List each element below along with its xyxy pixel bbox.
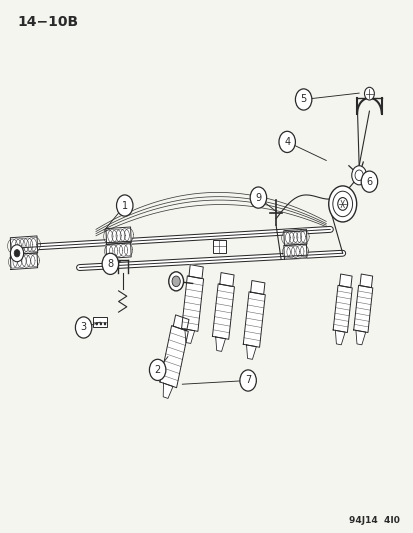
Circle shape (102, 253, 118, 274)
Text: 1: 1 (121, 200, 128, 211)
FancyBboxPatch shape (93, 317, 107, 327)
Circle shape (249, 187, 266, 208)
Polygon shape (215, 337, 225, 351)
Polygon shape (185, 329, 194, 343)
Text: 14−10B: 14−10B (18, 14, 79, 29)
Circle shape (95, 322, 98, 325)
Polygon shape (353, 285, 372, 333)
Polygon shape (106, 227, 131, 245)
Circle shape (337, 198, 347, 211)
Circle shape (104, 322, 106, 325)
Polygon shape (359, 274, 372, 288)
Polygon shape (283, 229, 306, 246)
Text: 5: 5 (300, 94, 306, 104)
Text: 7: 7 (244, 375, 251, 385)
Text: 9: 9 (255, 192, 261, 203)
Polygon shape (163, 383, 173, 399)
Circle shape (14, 249, 20, 257)
Polygon shape (243, 292, 265, 348)
Polygon shape (250, 280, 264, 294)
Polygon shape (283, 244, 306, 259)
Text: 2: 2 (154, 365, 160, 375)
Circle shape (360, 171, 377, 192)
Polygon shape (106, 243, 131, 259)
Circle shape (100, 322, 102, 325)
Polygon shape (10, 253, 38, 270)
Polygon shape (332, 285, 351, 333)
Polygon shape (246, 345, 256, 359)
Circle shape (295, 89, 311, 110)
Text: 4: 4 (283, 137, 290, 147)
Circle shape (351, 166, 366, 185)
Text: 6: 6 (366, 176, 372, 187)
Circle shape (239, 370, 256, 391)
Polygon shape (335, 330, 344, 345)
Polygon shape (10, 236, 38, 255)
Polygon shape (339, 274, 351, 288)
Polygon shape (159, 326, 188, 387)
Polygon shape (219, 272, 233, 287)
Polygon shape (188, 264, 203, 279)
Ellipse shape (328, 186, 356, 222)
Circle shape (172, 276, 180, 287)
Text: 94J14  4I0: 94J14 4I0 (349, 516, 399, 525)
Text: 3: 3 (81, 322, 86, 333)
Text: 8: 8 (107, 259, 113, 269)
Circle shape (169, 272, 183, 291)
Circle shape (75, 317, 92, 338)
Polygon shape (212, 284, 234, 340)
Circle shape (116, 195, 133, 216)
Circle shape (10, 245, 24, 262)
FancyBboxPatch shape (213, 240, 225, 253)
Polygon shape (173, 315, 188, 331)
Circle shape (149, 359, 166, 381)
Polygon shape (181, 276, 203, 332)
Polygon shape (355, 330, 365, 345)
Circle shape (278, 131, 295, 152)
Circle shape (363, 87, 373, 100)
